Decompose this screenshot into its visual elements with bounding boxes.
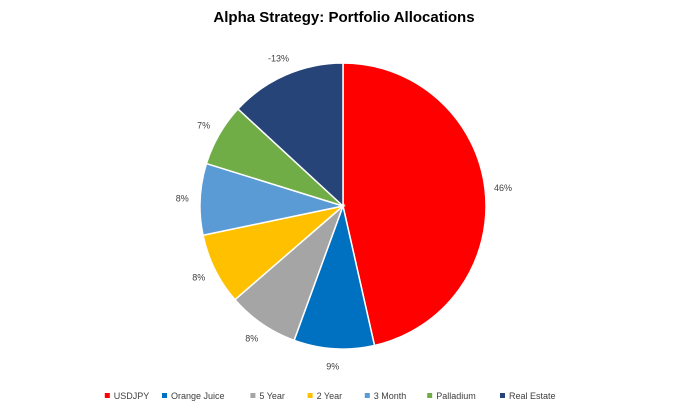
legend-swatch	[162, 393, 167, 398]
legend-swatch	[307, 393, 313, 398]
slice-label-3-month: 8%	[176, 193, 189, 203]
legend-item-real-estate: Real Estate	[500, 391, 556, 401]
slice-label-palladium: 7%	[197, 121, 210, 131]
legend-item-usdjpy: USDJPY	[104, 391, 150, 401]
legend-item-palladium: Palladium	[427, 391, 476, 401]
slice-label-usdjpy: 46%	[494, 183, 512, 193]
legend-swatch	[104, 393, 110, 398]
legend-swatch	[250, 393, 256, 398]
legend-swatch	[427, 393, 433, 398]
slice-labels: 46% 9% 8% 8% 8% 7% -13%	[176, 54, 512, 372]
legend-label: 5 Year	[259, 391, 285, 401]
chart-title: Alpha Strategy: Portfolio Allocations	[213, 9, 474, 26]
pie-slices	[199, 62, 487, 350]
legend-item-orange-juice: Orange Juice	[162, 391, 225, 401]
pie-slice-usdjpy	[342, 62, 487, 347]
legend-swatch	[500, 393, 505, 398]
slice-label-real-estate: -13%	[268, 54, 289, 64]
slice-label-5-year: 8%	[245, 334, 258, 344]
slice-label-orange-juice: 9%	[326, 362, 339, 372]
legend-swatch	[364, 393, 370, 398]
slice-label-2-year: 8%	[192, 273, 205, 283]
pie-slice-orange-juice	[293, 203, 376, 350]
legend-label: Orange Juice	[171, 391, 225, 401]
legend-label: Palladium	[436, 391, 476, 401]
pie-slice-real-estate	[236, 62, 344, 208]
legend-label: 3 Month	[374, 391, 407, 401]
legend-label: Real Estate	[509, 391, 556, 401]
legend-label: USDJPY	[114, 391, 150, 401]
legend: USDJPY Orange Juice 5 Year 2 Year 3 Month Pal…	[104, 391, 556, 401]
legend-item-2-year: 2 Year	[307, 391, 343, 401]
legend-item-3-month: 3 Month	[364, 391, 407, 401]
legend-item-5-year: 5 Year	[250, 391, 285, 401]
legend-label: 2 Year	[317, 391, 343, 401]
